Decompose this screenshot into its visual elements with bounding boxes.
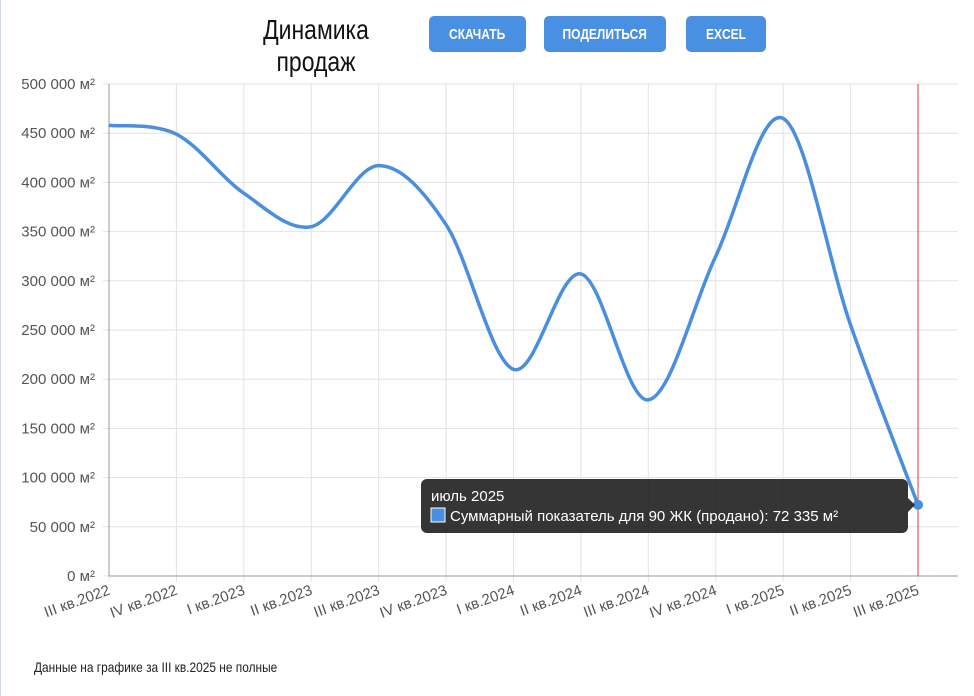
tooltip-caret (908, 498, 915, 512)
series-line (108, 115, 920, 506)
download-button[interactable]: СКАЧАТЬ (429, 16, 526, 52)
title-text: Динамика продаж (263, 14, 369, 77)
x-tick-label: II кв.2023 (248, 582, 314, 620)
y-tick-label: 400 000 м² (21, 174, 95, 191)
footnote: Данные на графике за III кв.2025 не полн… (34, 659, 320, 675)
tooltip-title: июль 2025 (431, 488, 504, 505)
button-label: СКАЧАТЬ (449, 25, 506, 43)
tooltip-text: Суммарный показатель для 90 ЖК (продано)… (450, 508, 838, 525)
button-label: ПОДЕЛИТЬСЯ (562, 25, 648, 43)
x-tick-label: I кв.2024 (454, 582, 517, 619)
y-tick-label: 350 000 м² (21, 224, 95, 241)
footnote-text: Данные на графике за III кв.2025 не полн… (34, 659, 278, 675)
x-tick-label: IV кв.2023 (377, 582, 449, 622)
excel-button[interactable]: EXCEL (686, 16, 766, 52)
y-tick-label: 0 м² (67, 568, 95, 585)
share-button[interactable]: ПОДЕЛИТЬСЯ (544, 16, 666, 52)
tooltip: июль 2025 Суммарный показатель для 90 ЖК … (421, 479, 915, 533)
y-tick-label: 250 000 м² (21, 322, 95, 339)
chart: 0 м² 50 000 м² 100 000 м² 150 000 м² 200 000… (21, 76, 958, 622)
x-tick-label: I кв.2025 (724, 582, 787, 619)
y-tick-label: 200 000 м² (21, 371, 95, 388)
x-tick-label: IV кв.2022 (108, 582, 180, 622)
x-tick-label: IV кв.2024 (647, 582, 719, 622)
x-tick-label: I кв.2023 (185, 582, 248, 619)
x-tick-label: III кв.2024 (581, 582, 651, 621)
button-label: EXCEL (705, 25, 746, 43)
page-title: Динамика продаж (201, 14, 431, 78)
y-tick-label: 450 000 м² (21, 125, 95, 142)
y-tick-label: 50 000 м² (30, 519, 95, 536)
x-tick-label: II кв.2024 (518, 582, 584, 620)
y-tick-label: 500 000 м² (21, 76, 95, 93)
y-tick-label: 150 000 м² (21, 420, 95, 437)
y-tick-label: 300 000 м² (21, 273, 95, 290)
tooltip-box (421, 479, 908, 533)
tooltip-swatch (430, 507, 446, 523)
y-tick-label: 100 000 м² (21, 470, 95, 487)
x-tick-label: II кв.2025 (787, 582, 853, 620)
hover-point (913, 499, 923, 510)
x-tick-label: III кв.2023 (312, 582, 382, 621)
x-tick-label: III кв.2022 (42, 582, 112, 621)
x-tick-label: III кв.2025 (851, 582, 921, 621)
